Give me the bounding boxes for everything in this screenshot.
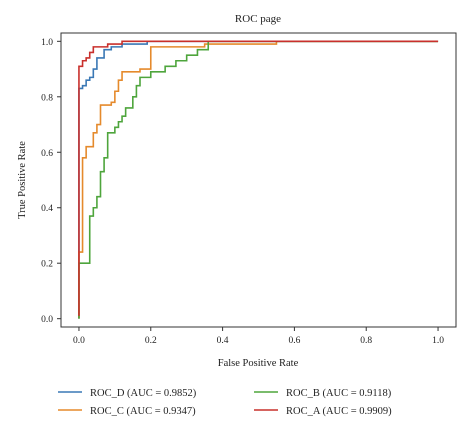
x-tick-label: 0.0 — [73, 336, 85, 346]
legend-label: ROC_D (AUC = 0.9852) — [90, 388, 197, 399]
legend-item-roc-a: ROC_A (AUC = 0.9909) — [254, 406, 392, 417]
y-tick-label: 1.0 — [41, 38, 53, 48]
legend-item-roc-d: ROC_D (AUC = 0.9852) — [58, 388, 197, 399]
x-tick-label: 0.8 — [360, 336, 372, 346]
x-tick-label: 1.0 — [432, 336, 444, 346]
legend-item-roc-c: ROC_C (AUC = 0.9347) — [58, 406, 196, 417]
series-line-roc-d — [78, 40, 439, 319]
plot-area — [78, 40, 439, 319]
y-axis-label: True Positive Rate — [17, 141, 28, 219]
y-tick-label: 0.6 — [41, 149, 53, 159]
x-tick-label: 0.4 — [217, 336, 229, 346]
legend-label: ROC_B (AUC = 0.9118) — [286, 388, 392, 399]
series-line-roc-b — [78, 40, 439, 319]
series-line-roc-a — [78, 40, 439, 316]
legend-label: ROC_C (AUC = 0.9347) — [90, 406, 196, 417]
x-axis: 0.0 0.2 0.4 0.6 0.8 1.0 — [73, 327, 444, 346]
y-tick-label: 0.0 — [41, 315, 53, 325]
y-tick-label: 0.2 — [41, 260, 53, 270]
chart-title: ROC page — [235, 13, 281, 25]
x-axis-label: False Positive Rate — [218, 358, 299, 369]
x-tick-label: 0.2 — [145, 336, 157, 346]
legend-label: ROC_A (AUC = 0.9909) — [286, 406, 392, 417]
y-axis: 0.0 0.2 0.4 0.6 0.8 1.0 — [41, 38, 61, 325]
legend: ROC_D (AUC = 0.9852) ROC_B (AUC = 0.9118)… — [58, 388, 392, 417]
series-line-roc-c — [78, 40, 439, 319]
y-tick-label: 0.8 — [41, 93, 53, 103]
legend-item-roc-b: ROC_B (AUC = 0.9118) — [254, 388, 392, 399]
y-tick-label: 0.4 — [41, 204, 53, 214]
plot-frame — [60, 32, 457, 328]
x-tick-label: 0.6 — [288, 336, 300, 346]
